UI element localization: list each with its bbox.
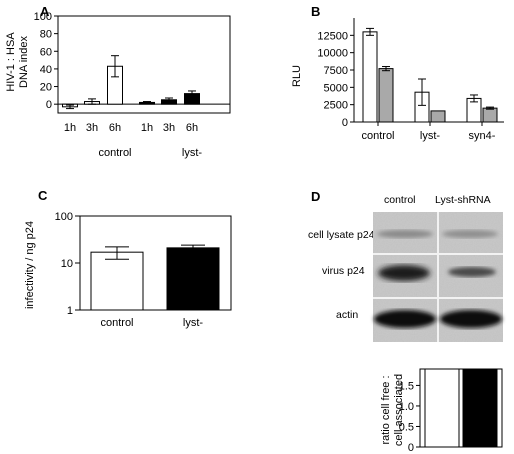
panel-b: B RLU 0 2500 5000 7500 10000 12500 control lyst…	[291, 4, 504, 142]
western-blot-image	[373, 212, 503, 342]
panel-d-bar-1	[462, 368, 498, 448]
panel-b-bar-0-0	[362, 31, 378, 123]
panel-b-xtick-label-1: lyst-	[420, 130, 441, 142]
panel-c-bar-1	[166, 247, 220, 311]
panel-a: A HIV-1 : HSA DNA index 0 20 40 60 80 100 1h 3h…	[5, 4, 231, 159]
panel-c-ytick-label-1: 10	[61, 258, 73, 270]
panel-a-ylabel-line2: DNA index	[18, 36, 30, 88]
panel-a-plot-frame	[57, 15, 231, 114]
panel-b-bar-0-1	[378, 68, 394, 123]
panel-d: D control Lyst-shRNA cell lysate p24 vir…	[308, 189, 503, 454]
panel-d-letter: D	[311, 189, 320, 204]
panel-a-ytick-label-2: 40	[40, 64, 52, 76]
panel-a-ytick-label-5: 100	[34, 11, 52, 23]
panel-a-ylabel-line1: HIV-1 : HSA	[5, 32, 17, 92]
panel-b-bar-2-1	[482, 107, 498, 123]
panel-c-xtick-label-0: control	[100, 317, 133, 329]
panel-a-ytick-label-0: 0	[46, 99, 52, 111]
panel-b-bar-1-1	[430, 110, 446, 123]
panel-b-ytick-label-4: 10000	[317, 48, 348, 60]
panel-d-ylabel-line2: cell associated	[393, 374, 405, 446]
panel-a-xtick-label-5: 6h	[186, 122, 198, 134]
panel-a-ytick-label-4: 80	[40, 29, 52, 41]
blot-row-cell-lysate: cell lysate p24	[308, 229, 375, 241]
panel-b-ylabel: RLU	[291, 65, 303, 87]
panel-d-chart: 0 0.5 1.0 1.5	[399, 368, 503, 454]
panel-c: C infectivity / ng p24 1 10 100 control lyst…	[24, 188, 232, 329]
panel-d-ytick-label-3: 1.5	[399, 380, 414, 392]
blot-row-virus: virus p24	[322, 265, 365, 277]
panel-a-ytick-label-3: 60	[40, 46, 52, 58]
panel-c-ylabel: infectivity / ng p24	[24, 221, 36, 309]
panel-b-ytick-label-2: 5000	[324, 82, 348, 94]
panel-b-letter: B	[311, 4, 320, 19]
panel-a-xtick-label-1: 3h	[86, 122, 98, 134]
panel-c-ytick-label-0: 1	[67, 305, 73, 317]
panel-d-ylabel-line1: ratio cell free :	[380, 375, 392, 444]
panel-a-ytick-label-1: 20	[40, 82, 52, 94]
blot-column-control: control	[384, 194, 416, 206]
panel-b-xtick-label-0: control	[361, 130, 394, 142]
panel-a-group-lyst: lyst-	[182, 147, 203, 159]
panel-a-xtick-label-3: 1h	[141, 122, 153, 134]
panel-c-bar-0	[90, 251, 144, 311]
panel-d-plot-frame	[419, 368, 503, 448]
panel-c-xtick-label-1: lyst-	[183, 317, 204, 329]
panel-c-letter: C	[38, 188, 48, 203]
panel-a-xtick-label-4: 3h	[163, 122, 175, 134]
panel-c-ytick-label-2: 100	[55, 211, 73, 223]
panel-a-xtick-label-0: 1h	[64, 122, 76, 134]
panel-b-ytick-label-1: 2500	[324, 100, 348, 112]
panel-d-ytick-label-2: 1.0	[399, 401, 414, 413]
panel-c-chart: 1 10 100 control lyst-	[55, 211, 232, 329]
blot-row-actin: actin	[336, 309, 358, 321]
panel-a-letter: A	[40, 4, 50, 19]
panel-b-chart: 0 2500 5000 7500 10000 12500 control lyst-syn4-	[317, 18, 504, 142]
panel-a-chart: 0 20 40 60 80 100 1h 3h 6h 1h 3h 6h	[34, 11, 231, 134]
blot-column-lyst-shrna: Lyst-shRNA	[435, 194, 491, 206]
panel-a-xtick-label-2: 6h	[109, 122, 121, 134]
panel-a-group-control: control	[98, 147, 131, 159]
panel-d-bar-0	[424, 368, 460, 448]
panel-d-ytick-label-1: 0.5	[399, 421, 414, 433]
panel-d-ytick-label-0: 0	[408, 442, 414, 454]
panel-b-ytick-label-5: 12500	[317, 30, 348, 42]
panel-b-ytick-label-3: 7500	[324, 65, 348, 77]
panel-b-xtick-label-2: syn4-	[469, 130, 496, 142]
panel-b-ytick-label-0: 0	[342, 117, 348, 129]
